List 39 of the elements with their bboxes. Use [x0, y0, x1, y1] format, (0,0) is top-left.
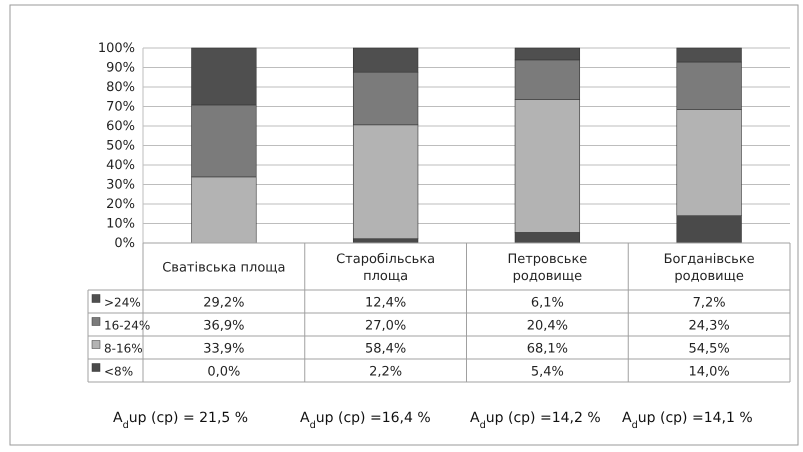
- data-label: 6,1%: [530, 296, 564, 310]
- y-tick-label: 0%: [114, 236, 135, 252]
- data-label: 54,5%: [688, 342, 730, 356]
- data-label: 14,0%: [688, 364, 730, 380]
- y-tick-label: 10%: [106, 216, 135, 232]
- data-label: 36,9%: [203, 318, 245, 334]
- data-label: 0,0%: [207, 364, 240, 380]
- x-tick-label: Сватівська площа: [162, 260, 286, 276]
- text: A$_{d}$up (ср) =16,4 %: [300, 410, 431, 430]
- data-label: 27,0%: [364, 318, 406, 334]
- y-tick-label: 50%: [106, 138, 135, 154]
- x-tick-label: Петровське родовище: [507, 252, 588, 284]
- data-label: 58,4%: [364, 342, 406, 356]
- text: A$_{d}$up (ср) = 21,5 %: [113, 410, 248, 430]
- data-label: 12,4%: [364, 296, 406, 310]
- y-tick-label: 20%: [106, 197, 135, 212]
- legend-label: 16-24%: [104, 318, 150, 332]
- y-tick-label: 30%: [106, 178, 135, 193]
- y-tick-label: 80%: [106, 80, 135, 96]
- text: A$_{d}$up (ср) =14,2 %: [470, 410, 601, 430]
- y-tick-label: 70%: [106, 100, 135, 115]
- text: A$_{d}$up (ср) =14,1 %: [622, 410, 753, 430]
- y-tick-label: 100%: [98, 41, 135, 56]
- data-label: 2,2%: [369, 364, 402, 380]
- data-label: 33,9%: [203, 342, 245, 356]
- legend-label: <8%: [104, 364, 134, 378]
- x-tick-label: Старобільська площа: [336, 252, 436, 284]
- x-tick-label: Богданівське родовище: [664, 252, 755, 284]
- legend-label: 8-16%: [104, 342, 143, 356]
- y-tick-label: 90%: [106, 60, 135, 76]
- legend-label: >24%: [104, 296, 141, 310]
- data-label: 24,3%: [688, 318, 730, 334]
- data-label: 5,4%: [530, 364, 564, 380]
- data-label: 20,4%: [526, 318, 568, 334]
- data-label: 68,1%: [526, 342, 568, 356]
- y-tick-label: 60%: [106, 119, 135, 134]
- y-tick-label: 40%: [106, 158, 135, 174]
- data-label: 29,2%: [203, 296, 245, 310]
- data-label: 7,2%: [692, 296, 726, 310]
